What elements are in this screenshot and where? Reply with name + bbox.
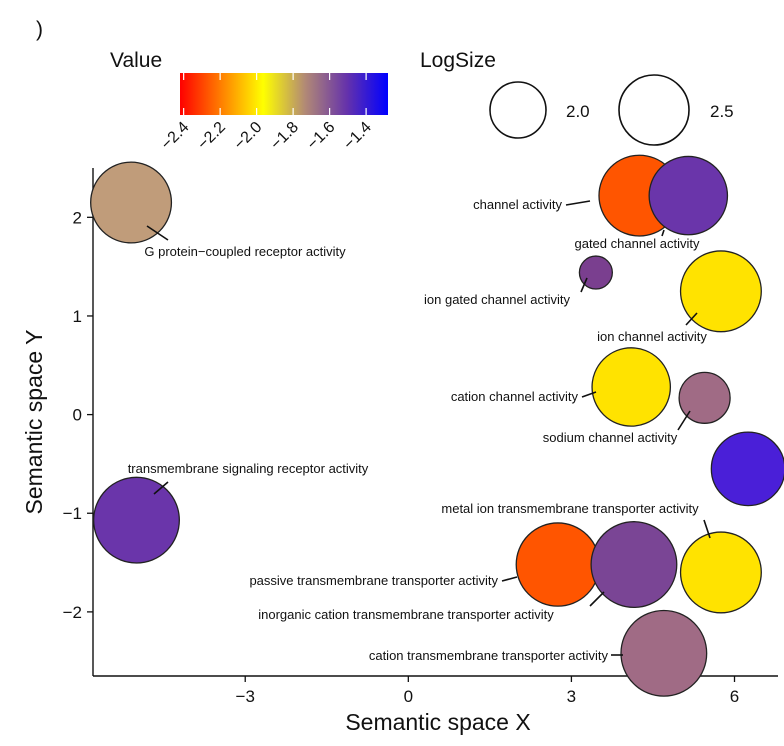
colorbar-tick-label: −1.8 [268,119,302,153]
y-axis-title: Semantic space Y [21,330,47,515]
bubble [679,531,762,614]
size-legend-circle-small [489,81,547,139]
size-legend-label-small: 2.0 [566,102,590,121]
bubble [679,250,762,333]
point-label: sodium channel activity [543,430,678,445]
colorbar-tick-label: −1.6 [304,119,338,153]
bubble [590,521,678,609]
bubble [648,155,729,236]
point-label: transmembrane signaling receptor activit… [128,461,369,476]
size-legend: LogSize 2.0 2.5 [420,49,734,146]
x-axis-title: Semantic space X [345,709,530,735]
color-legend: Value −2.4 −2.2 −2.0 −1.8 −1.6 −1.4 [110,49,388,153]
label-leader-line [565,200,591,206]
label-leader-line [153,481,169,495]
x-tick-label: 6 [730,687,739,706]
x-tick-label: −3 [236,687,255,706]
label-leader-line [581,391,597,398]
bubble [710,431,784,507]
label-leader-line [501,576,518,582]
y-tick-label: −1 [63,504,82,523]
y-tick-label: 2 [73,208,82,227]
point-label: cation channel activity [451,389,579,404]
bubble [515,522,601,607]
size-legend-title: LogSize [420,49,496,72]
colorbar-tick-label: −2.4 [158,119,192,153]
point-label: cation transmembrane transporter activit… [369,648,609,663]
color-legend-title: Value [110,49,162,72]
bubble [620,609,708,697]
label-leader-line [661,229,665,237]
label-leader-line [580,277,588,293]
label-leader-line [677,410,691,431]
colorbar-tick-label: −2.2 [195,119,229,153]
x-tick-label: 0 [404,687,413,706]
label-leader-line [589,591,605,607]
point-label: channel activity [473,197,562,212]
size-legend-circle-large [618,74,690,146]
point-label: G protein−coupled receptor activity [144,244,346,259]
point-label: passive transmembrane transporter activi… [249,573,498,588]
label-leader-line [703,519,711,539]
point-labels: G protein−coupled receptor activity chann… [128,197,711,663]
point-label: inorganic cation transmembrane transport… [258,607,554,622]
point-label: ion gated channel activity [424,292,570,307]
bubble [90,161,173,244]
bubble [93,476,180,564]
bubble [678,371,731,424]
label-leader-line [146,225,169,241]
x-tick-label: 3 [567,687,576,706]
data-points [90,154,784,697]
label-leader-line [685,312,698,326]
colorbar-tick-label: −1.4 [341,119,375,153]
y-tick-label: −2 [63,603,82,622]
colorbar-tick-label: −2.0 [231,119,265,153]
point-label: ion channel activity [597,329,707,344]
bubble [578,255,614,290]
bubble [591,347,672,427]
panel-letter: ) [36,18,43,41]
point-label: metal ion transmembrane transporter acti… [441,501,699,516]
y-tick-label: 0 [73,406,82,425]
colorbar [180,73,388,115]
y-tick-label: 1 [73,307,82,326]
size-legend-label-large: 2.5 [710,102,734,121]
point-label: gated channel activity [574,236,700,251]
